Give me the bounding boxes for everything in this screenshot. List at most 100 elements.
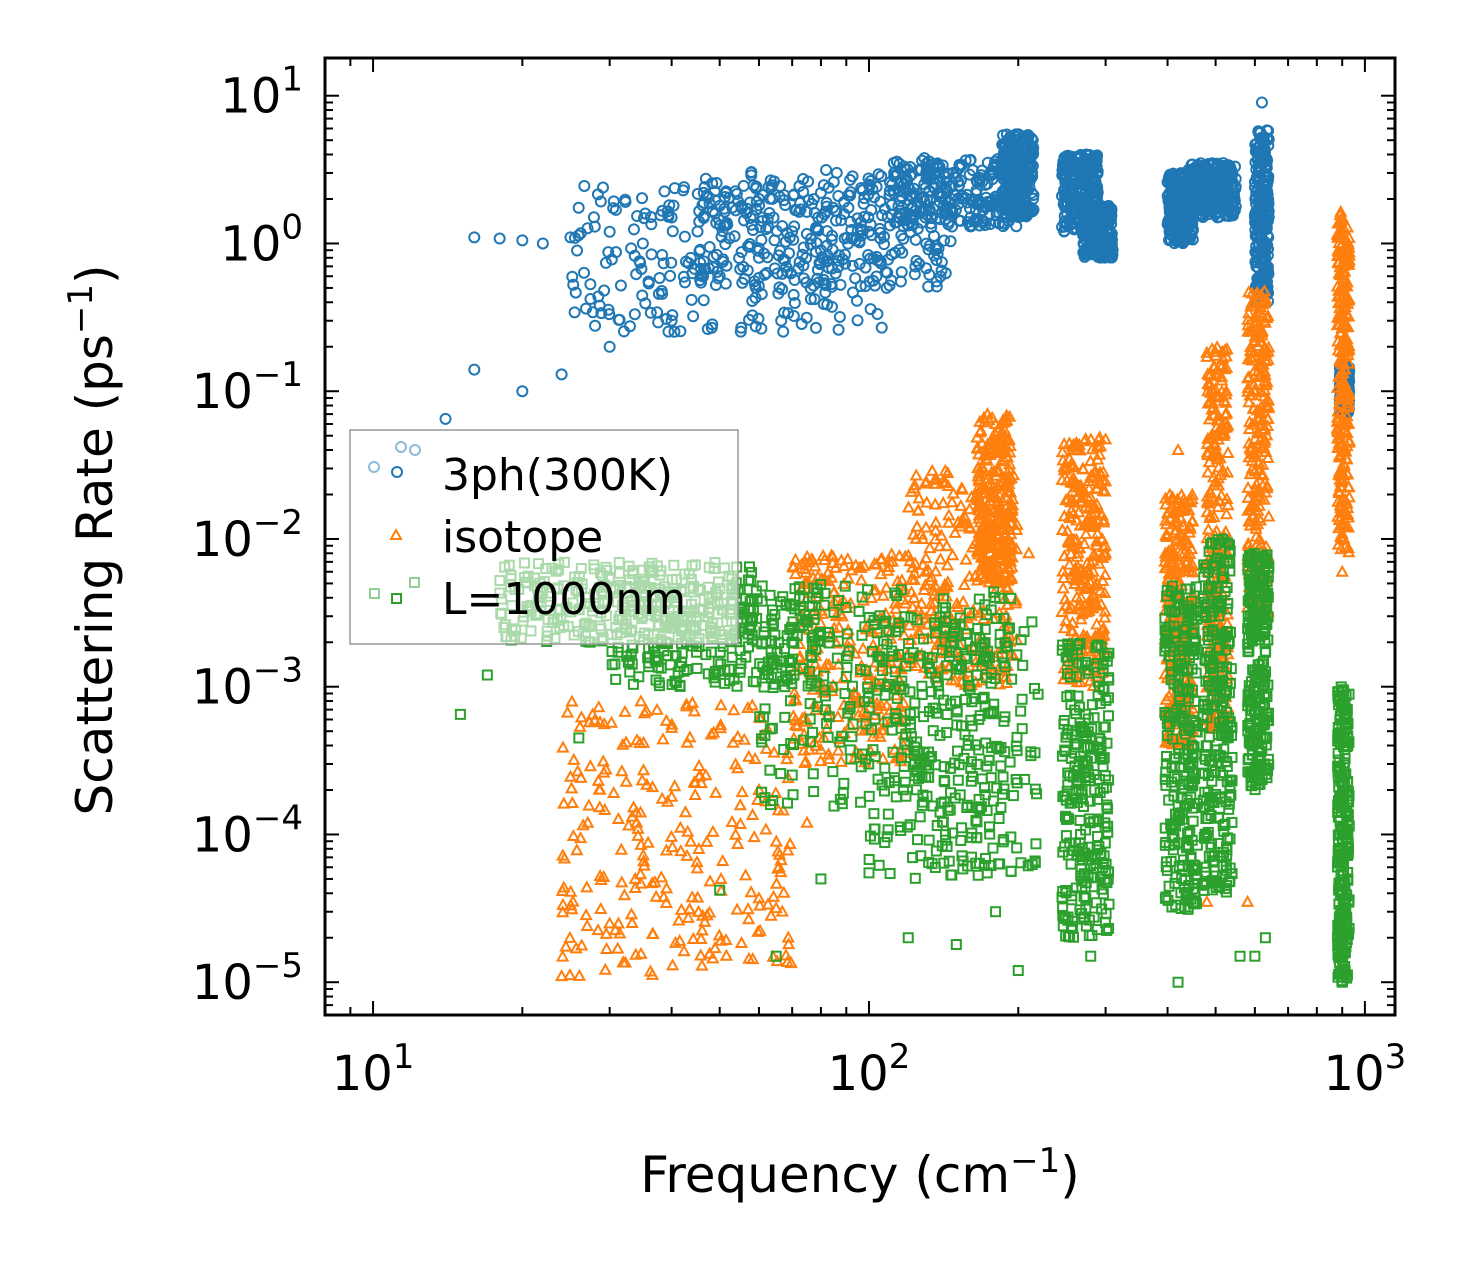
data-point-0-1015: [1027, 141, 1040, 154]
data-point-0-250: [755, 322, 768, 335]
data-point-1-153: [714, 871, 728, 884]
data-point-1-17: [695, 958, 709, 971]
data-point-0-327: [783, 231, 796, 244]
data-point-0-142: [666, 309, 679, 322]
data-point-1-143: [678, 805, 693, 818]
data-point-0-692: [931, 187, 944, 200]
data-point-0-2626: [1060, 199, 1073, 212]
data-point-0-111: [658, 185, 671, 198]
data-point-0-2330: [1252, 162, 1265, 175]
data-point-0-264: [910, 254, 923, 267]
data-point-0-31: [777, 325, 790, 338]
data-point-0-2078: [1185, 186, 1198, 199]
data-point-0-755: [912, 164, 925, 177]
data-point-0-1036: [1007, 148, 1020, 161]
data-point-0-779: [998, 217, 1011, 230]
data-point-0-2629: [1161, 176, 1174, 189]
data-point-0-471: [830, 205, 843, 218]
data-point-0-474: [719, 277, 732, 290]
data-point-0-1554: [1093, 244, 1106, 257]
data-point-1-228: [683, 730, 697, 743]
data-point-0-171: [859, 261, 872, 274]
data-point-1-165: [727, 703, 741, 716]
data-point-0-2627: [1084, 225, 1097, 238]
data-point-0-519: [864, 252, 877, 265]
data-point-0-404: [800, 205, 813, 218]
data-point-1-8: [686, 931, 701, 944]
data-point-0-419: [809, 245, 822, 258]
data-point-1-208: [769, 834, 783, 847]
data-point-0-147: [639, 297, 652, 310]
data-point-0-2062: [1193, 184, 1206, 197]
data-point-0-1817: [1166, 191, 1179, 204]
data-point-0-1803: [1175, 235, 1188, 248]
data-point-0-16: [614, 279, 627, 292]
data-point-1-130: [700, 834, 714, 847]
data-point-0-153: [788, 220, 801, 233]
data-point-0-182: [652, 287, 665, 300]
data-point-0-279: [734, 263, 747, 276]
data-point-0-144: [811, 263, 824, 276]
data-point-0-212: [610, 246, 623, 259]
data-point-0-2327: [1262, 207, 1275, 220]
data-point-1-34: [635, 773, 649, 786]
data-point-0-766: [939, 195, 952, 208]
data-point-0-88: [636, 289, 649, 302]
data-point-1-126: [741, 700, 755, 714]
data-point-0-249: [832, 323, 845, 336]
data-point-1-33: [748, 751, 762, 764]
data-point-0-491: [774, 180, 787, 193]
data-point-0-407: [833, 249, 846, 262]
data-point-0-163: [778, 306, 791, 319]
data-point-0-189: [568, 306, 581, 319]
data-point-0-222: [657, 257, 670, 270]
data-point-0-56: [694, 262, 707, 275]
data-point-0-205: [678, 230, 691, 243]
data-point-0-1289: [1090, 150, 1103, 163]
data-point-0-444: [710, 177, 723, 190]
data-point-0-408: [728, 230, 741, 243]
data-point-0-482: [797, 173, 810, 186]
data-point-0-244: [566, 270, 579, 283]
data-point-1-223: [643, 964, 658, 977]
data-point-1-137: [634, 876, 648, 889]
data-point-1-30: [742, 749, 756, 762]
data-point-1-145: [618, 704, 632, 717]
data-point-1-221: [685, 695, 700, 708]
data-point-1-176: [706, 824, 720, 837]
data-point-1-321: [822, 657, 836, 670]
data-point-0-1293: [1077, 157, 1090, 170]
data-point-1-190: [637, 706, 652, 719]
data-point-1-18: [691, 904, 706, 917]
data-point-1-64: [715, 853, 730, 867]
data-point-1-213: [774, 865, 788, 878]
data-point-0-0: [773, 281, 786, 294]
data-point-0-458: [838, 208, 851, 221]
data-point-1-180: [580, 918, 594, 931]
data-point-1-98: [572, 968, 587, 981]
data-point-0-124: [636, 192, 649, 205]
data-point-1-243: [694, 931, 708, 945]
data-point-0-225: [609, 203, 622, 216]
data-point-1-97: [580, 880, 594, 893]
data-point-0-2072: [1208, 172, 1221, 185]
data-point-1-41: [606, 785, 621, 799]
data-point-0-996: [1020, 177, 1033, 190]
data-point-1-325: [831, 709, 845, 722]
data-point-0-2625: [919, 211, 932, 224]
data-point-1-188: [665, 958, 680, 971]
data-point-0-413: [766, 192, 779, 205]
data-point-0-2337: [1249, 216, 1262, 229]
data-point-1-73: [714, 698, 728, 711]
data-point-0-2631: [1209, 178, 1222, 191]
data-point-0-1010: [1020, 172, 1033, 185]
data-point-0-1267: [1079, 177, 1092, 190]
data-point-0-178: [772, 287, 785, 300]
data-point-1-181: [565, 795, 580, 809]
data-point-0-382: [703, 241, 716, 254]
data-point-0-777: [981, 195, 994, 208]
data-point-0-206: [720, 259, 733, 272]
data-point-1-58: [781, 937, 796, 950]
data-point-1-45: [574, 770, 588, 783]
data-point-0-446: [695, 276, 708, 289]
